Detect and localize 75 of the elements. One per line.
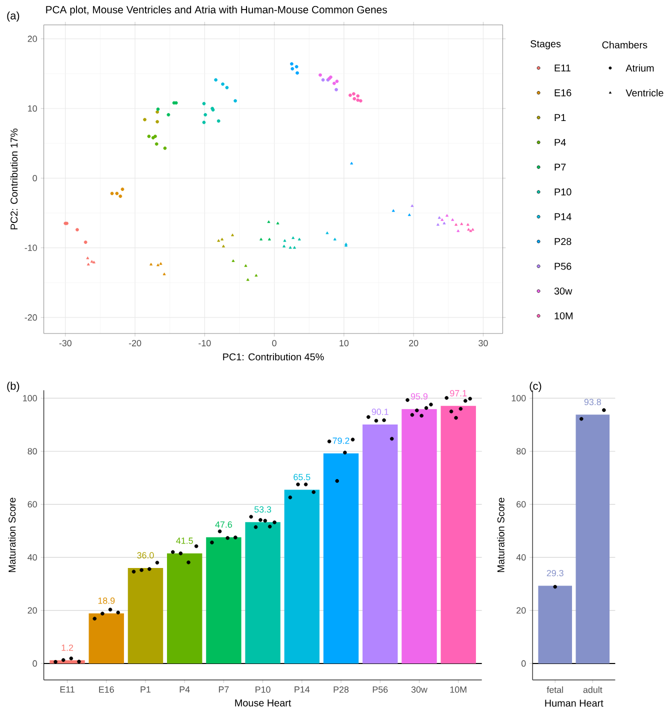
chart-title: PCA plot, Mouse Ventricles and Atria with Human-Mouse Common Genes	[46, 6, 387, 16]
y-tick-label: 60	[28, 501, 37, 508]
x-tick-label: 0	[272, 340, 276, 346]
data-label: 41.5	[176, 538, 193, 544]
x-tick-label: E11	[60, 686, 74, 693]
legend-label: P14	[554, 213, 572, 220]
x-tick-label: 10	[340, 340, 349, 346]
y-tick-label: 20	[516, 607, 526, 614]
y-tick-label: 100	[512, 395, 526, 402]
legend-title: Stages	[530, 40, 561, 50]
x-tick-label: P56	[372, 686, 388, 693]
y-tick-label: -10	[24, 244, 37, 251]
data-label: 79.2	[332, 438, 350, 444]
x-tick-label: P14	[294, 686, 310, 693]
x-tick-label: P28	[334, 686, 349, 693]
legend-label: P4	[554, 138, 566, 146]
legend-label: Ventricle	[626, 89, 664, 96]
y-tick-label: 20	[28, 607, 37, 614]
legend-label: P28	[554, 238, 572, 246]
y-axis-title: Maturation Score	[8, 498, 16, 572]
x-tick-label: E16	[99, 686, 114, 693]
x-tick-label: P1	[140, 686, 151, 693]
y-tick-label: 0	[32, 660, 37, 667]
legend-label: P1	[554, 114, 566, 121]
y-axis-title: Maturation Score	[497, 498, 504, 572]
legend-label: E11	[554, 64, 570, 72]
y-tick-label: 10	[28, 105, 37, 112]
data-label: 1.2	[62, 644, 74, 651]
y-axis-title: PC2: Contribution 17%	[10, 128, 18, 230]
data-label: 90.1	[372, 408, 388, 415]
legend-label: 30w	[554, 288, 572, 295]
x-tick-label: P10	[256, 686, 270, 693]
x-tick-label: -10	[198, 340, 211, 346]
legend-label: P10	[554, 188, 572, 196]
text: (b)	[7, 382, 20, 392]
y-tick-label: -20	[24, 314, 37, 321]
y-tick-label: 20	[28, 36, 37, 42]
x-tick-label: 30	[478, 340, 488, 346]
x-tick-label: adult	[583, 686, 602, 693]
data-label: 65.5	[294, 474, 310, 480]
data-label: 53.3	[254, 506, 272, 513]
x-axis-title: Mouse Heart	[235, 700, 292, 706]
data-label: 18.9	[98, 598, 115, 604]
x-tick-label: P7	[219, 686, 229, 693]
legend-label: P7	[554, 164, 566, 171]
y-tick-label: 80	[516, 448, 526, 454]
x-axis-title: PC1: Contribution 45%	[223, 353, 324, 360]
y-tick-label: 0	[32, 174, 37, 182]
x-tick-label: 10M	[450, 686, 466, 693]
x-tick-label: fetal	[546, 686, 563, 693]
legend-label: E16	[554, 89, 572, 96]
x-tick-label: 30w	[411, 686, 428, 693]
y-tick-label: 60	[516, 501, 526, 508]
x-axis-title: Human Heart	[545, 700, 604, 707]
text: (a)	[7, 11, 20, 22]
data-label: 36.0	[137, 552, 154, 558]
y-tick-label: 100	[23, 395, 37, 402]
legend-label: Atrium	[626, 64, 654, 72]
legend-label: 10M	[554, 312, 573, 320]
x-tick-label: -30	[59, 340, 72, 346]
x-tick-label: P4	[180, 686, 190, 693]
data-label: 95.9	[411, 393, 428, 400]
y-tick-label: 80	[28, 448, 37, 454]
data-label: 47.6	[215, 521, 232, 528]
y-tick-label: 0	[521, 660, 526, 667]
data-label: 97.1	[450, 390, 467, 396]
y-tick-label: 40	[28, 554, 37, 561]
annotation: (c)	[530, 382, 542, 392]
data-label: 29.3	[546, 570, 564, 576]
legend-label: P56	[554, 262, 572, 270]
data-label: 93.8	[584, 398, 601, 406]
x-tick-label: 20	[409, 340, 418, 346]
y-tick-label: 40	[516, 554, 526, 561]
x-tick-label: -20	[129, 340, 142, 346]
text: Chambers	[602, 41, 648, 48]
